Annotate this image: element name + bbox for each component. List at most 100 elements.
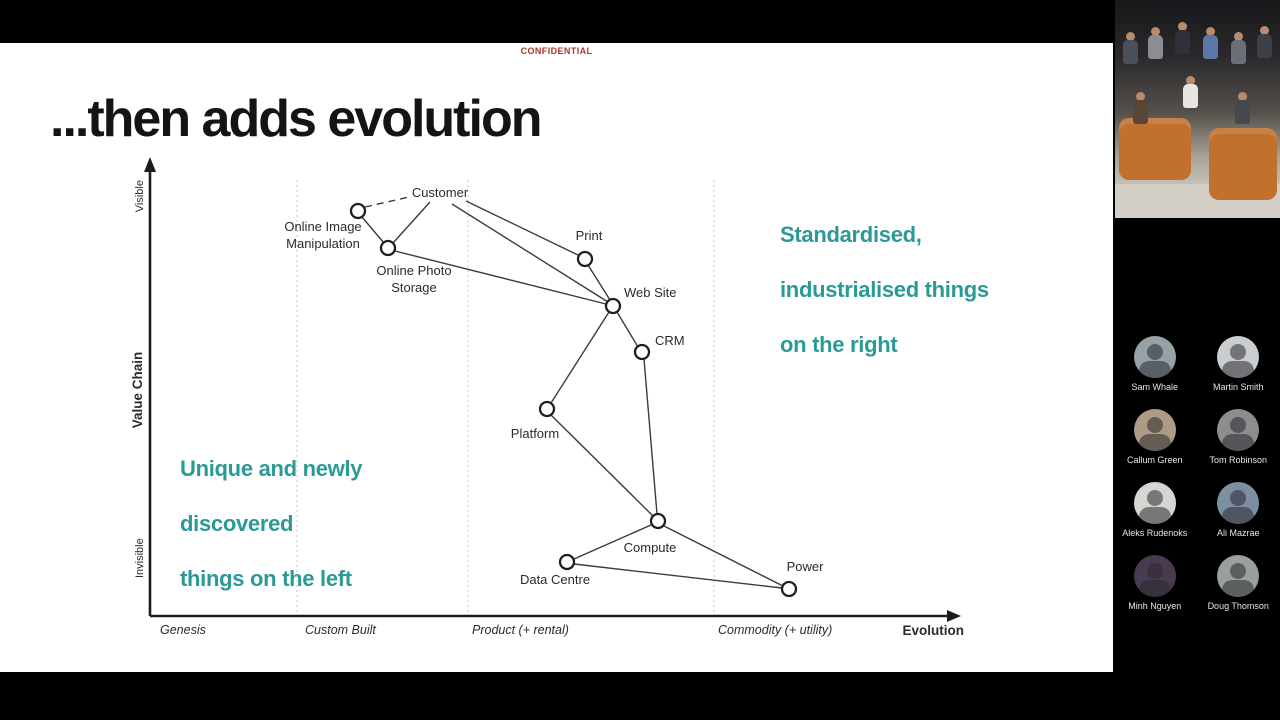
avatar: [1217, 409, 1260, 451]
label-online-image-line1: Online Image: [284, 219, 361, 234]
y-axis-bottom-label: Invisible: [134, 538, 146, 578]
label-online-image-line2: Manipulation: [286, 236, 360, 251]
participant-name: Callum Green: [1126, 455, 1183, 465]
node-crm: [633, 343, 651, 361]
participant-name: Tom Robinson: [1209, 455, 1268, 465]
participant-name: Minh Nguyen: [1128, 601, 1182, 611]
participant-grid: Sam Whale Martin Smith Callum Green Tom …: [1113, 336, 1280, 628]
avatar: [1217, 336, 1260, 378]
edge-website-platform: [550, 311, 610, 404]
node-compute: [649, 512, 667, 530]
participant-tile-tom-robinson[interactable]: Tom Robinson: [1197, 409, 1280, 482]
audience-video-thumbnail[interactable]: [1115, 0, 1280, 218]
participants-sidebar: Sam Whale Martin Smith Callum Green Tom …: [1113, 0, 1280, 720]
label-platform: Platform: [511, 426, 559, 441]
participant-tile-ali-mazrae[interactable]: Ali Mazrae: [1197, 482, 1280, 555]
annotation-left-line1: Unique and newly: [180, 456, 363, 481]
label-crm: CRM: [655, 333, 685, 348]
participant-name: Doug Thomson: [1207, 601, 1269, 611]
label-compute: Compute: [624, 540, 677, 555]
label-data-centre: Data Centre: [520, 572, 590, 587]
avatar: [1133, 336, 1176, 378]
participant-tile-doug-thomson[interactable]: Doug Thomson: [1197, 555, 1280, 628]
edge-print-website: [587, 264, 611, 301]
annotation-right-line1: Standardised,: [780, 222, 922, 247]
node-online-image-manipulation: [349, 202, 367, 220]
avatar-silhouette-head: [1230, 417, 1247, 433]
y-axis-title: Value Chain: [130, 352, 145, 429]
shared-slide: CONFIDENTIAL ...then adds evolution Stan…: [0, 43, 1113, 672]
participant-name: Martin Smith: [1212, 382, 1264, 392]
edge-onlineimage-customer: [364, 196, 410, 208]
label-customer: Customer: [412, 185, 469, 200]
x-tick-custom-built: Custom Built: [305, 623, 376, 637]
label-print: Print: [576, 228, 603, 243]
avatar-silhouette-head: [1230, 563, 1247, 579]
confidential-label: CONFIDENTIAL: [520, 46, 593, 56]
participant-name: Ali Mazrae: [1216, 528, 1260, 538]
node-power: [780, 580, 798, 598]
label-web-site: Web Site: [624, 285, 677, 300]
annotation-left-line3: things on the left: [180, 566, 352, 591]
avatar-silhouette-body: [1138, 361, 1171, 378]
edge-platform-compute: [550, 414, 654, 517]
avatar-silhouette-head: [1146, 417, 1163, 433]
annotation-right-line2: industrialised things: [780, 277, 989, 302]
label-power: Power: [787, 559, 825, 574]
participant-tile-martin-smith[interactable]: Martin Smith: [1197, 336, 1280, 409]
node-data-centre: [558, 553, 576, 571]
annotation-left-line2: discovered: [180, 511, 294, 536]
edge-website-crm: [616, 311, 639, 348]
node-web-site: [604, 297, 622, 315]
label-online-photo-line1: Online Photo: [376, 263, 451, 278]
avatar-silhouette-body: [1222, 434, 1255, 451]
participant-tile-callum-green[interactable]: Callum Green: [1113, 409, 1197, 482]
avatar: [1217, 555, 1260, 597]
avatar: [1133, 409, 1176, 451]
label-online-photo-line2: Storage: [391, 280, 437, 295]
video-couch-right: [1209, 128, 1277, 200]
avatar-silhouette-body: [1138, 580, 1171, 597]
participant-tile-aleks-rudenoks[interactable]: Aleks Rudenoks: [1113, 482, 1197, 555]
participant-tile-sam-whale[interactable]: Sam Whale: [1113, 336, 1197, 409]
x-axis-title: Evolution: [903, 623, 965, 638]
node-online-photo-storage: [379, 239, 397, 257]
annotation-right-line3: on the right: [780, 332, 898, 357]
edge-customer-website: [451, 203, 609, 303]
edge-customer-print: [465, 200, 581, 257]
y-axis-top-label: Visible: [134, 180, 146, 212]
node-platform: [538, 400, 556, 418]
edge-onlineimage-onlinephoto: [361, 216, 385, 244]
avatar-silhouette-head: [1146, 563, 1163, 579]
edge-datacentre-power: [573, 563, 783, 589]
edge-compute-datacentre: [573, 524, 652, 560]
x-tick-product: Product (+ rental): [472, 623, 569, 637]
avatar-silhouette-head: [1230, 344, 1247, 360]
wardley-map: Visible Value Chain Invisible Genesis Cu…: [130, 157, 965, 638]
video-couch-left: [1119, 118, 1191, 180]
avatar-silhouette-head: [1146, 344, 1163, 360]
annotation-right: Standardised, industrialised things on t…: [780, 207, 989, 372]
participant-tile-minh-nguyen[interactable]: Minh Nguyen: [1113, 555, 1197, 628]
x-tick-commodity: Commodity (+ utility): [718, 623, 832, 637]
avatar: [1217, 482, 1260, 524]
avatar-silhouette-head: [1230, 490, 1247, 506]
slide-title: ...then adds evolution: [50, 90, 542, 148]
avatar-silhouette-body: [1222, 580, 1255, 597]
edge-crm-compute: [643, 358, 658, 515]
avatar-silhouette-body: [1138, 507, 1171, 524]
edge-onlinephoto-website: [394, 250, 607, 305]
avatar: [1133, 482, 1176, 524]
node-print: [576, 250, 594, 268]
avatar-silhouette-head: [1146, 490, 1163, 506]
y-axis-arrowhead: [144, 157, 156, 172]
participant-name: Sam Whale: [1131, 382, 1179, 392]
avatar-silhouette-body: [1222, 507, 1255, 524]
edge-onlinephoto-customer: [392, 201, 431, 244]
annotation-left: Unique and newly discovered things on th…: [180, 441, 363, 606]
edge-compute-power: [663, 525, 784, 587]
avatar: [1133, 555, 1176, 597]
participant-name: Aleks Rudenoks: [1122, 528, 1188, 538]
avatar-silhouette-body: [1138, 434, 1171, 451]
